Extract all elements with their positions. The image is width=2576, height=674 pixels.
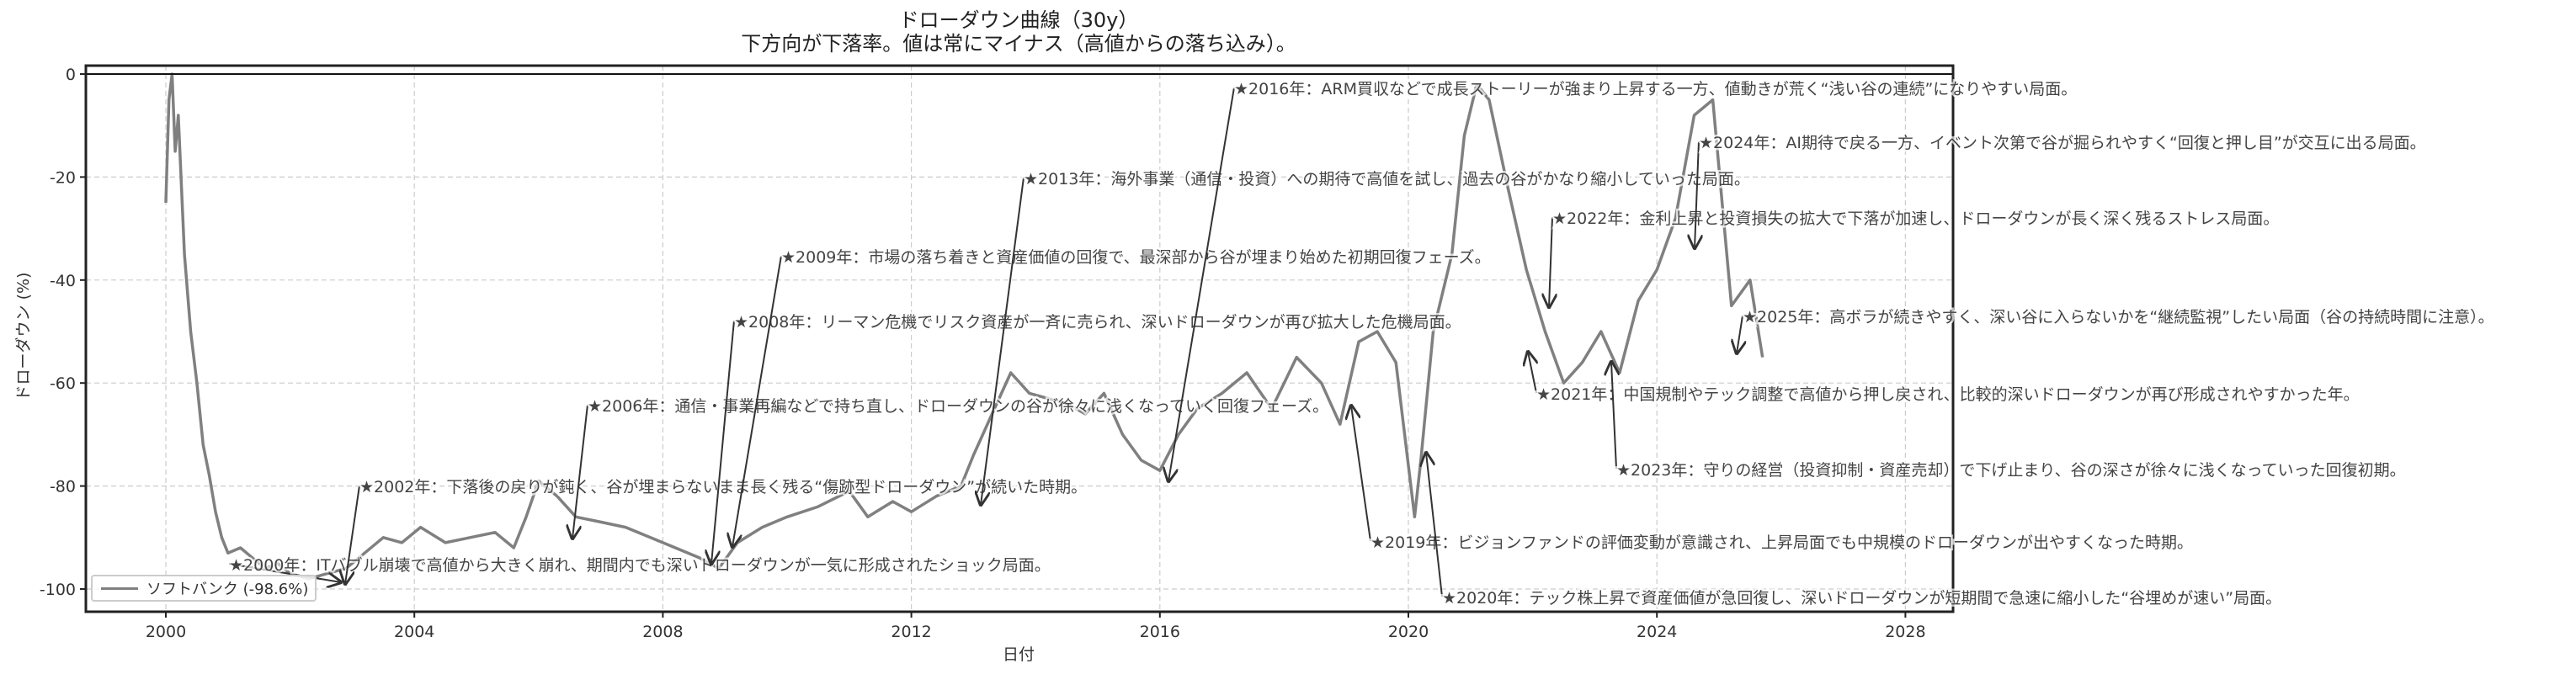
legend: ソフトバンク (-98.6%)	[91, 575, 317, 602]
x-tick-label: 2024	[1637, 623, 1677, 641]
annotation-2020: ★2020年：テック株上昇で資産価値が急回復し、深いドローダウンが短期間で急速に…	[1442, 589, 2281, 608]
y-tick-label: 0	[66, 66, 76, 84]
x-tick-label: 2008	[642, 623, 683, 641]
drawdown-series	[164, 72, 1764, 581]
annotations: ★2000年：ITバブル崩壊で高値から大きく崩れ、期間内でも深いドローダウンが一…	[227, 78, 2497, 610]
annotation-2023: ★2023年：守りの経営（投資抑制・資産売却）で下げ止まり、谷の深さが徐々に浅く…	[1616, 461, 2406, 480]
legend-line-swatch	[101, 586, 138, 590]
annotation-2013: ★2013年：海外事業（通信・投資）への期待で高値を試し、過去の谷がかなり縮小し…	[1024, 170, 1750, 188]
x-axis-label: 日付	[1003, 645, 1035, 664]
annotation-2024: ★2024年：AI期待で戻る一方、イベント次第で谷が掘られやすく“回復と押し目”…	[1699, 134, 2426, 152]
annotation-2008: ★2008年：リーマン危機でリスク資産が一斉に売られ、深いドローダウンが再び拡大…	[734, 313, 1461, 332]
annotation-2016: ★2016年：ARM買収などで成長ストーリーが強まり上昇する一方、値動きが荒く“…	[1234, 80, 2077, 98]
plot-frame	[84, 64, 1955, 613]
legend-label: ソフトバンク (-98.6%)	[146, 581, 309, 598]
y-tick-label: -80	[50, 478, 76, 496]
y-axis-ticks: 0 -20 -40 -60 -80 -100	[40, 66, 86, 599]
x-tick-label: 2016	[1140, 623, 1180, 641]
annotation-2009: ★2009年：市場の落ち着きと資産価値の回復で、最深部から谷が埋まり始めた初期回…	[781, 248, 1491, 267]
y-tick-label: -40	[50, 272, 76, 290]
x-tick-label: 2004	[394, 623, 434, 641]
annotation-2022: ★2022年：金利上昇と投資損失の拡大で下落が加速し、ドローダウンが長く深く残る…	[1552, 210, 2279, 228]
x-tick-label: 2000	[146, 623, 186, 641]
annotation-2025: ★2025年：高ボラが続きやすく、深い谷に入らないかを“継続監視”したい局面（谷…	[1743, 308, 2494, 326]
x-tick-label: 2028	[1885, 623, 1925, 641]
y-tick-label: -100	[40, 581, 76, 599]
y-tick-label: -20	[50, 168, 76, 187]
x-axis-ticks: 2000 2004 2008 2012 2016 2020 2024 2028	[146, 612, 1926, 641]
x-tick-label: 2012	[891, 623, 931, 641]
annotation-2002: ★2002年：下落後の戻りが鈍く、谷が埋まらないまま長く残る“傷跡型ドローダウン…	[359, 478, 1087, 496]
chart-title: ドローダウン曲線（30y）	[898, 8, 1139, 32]
x-tick-label: 2020	[1388, 623, 1429, 641]
y-tick-label: -60	[50, 374, 76, 393]
y-axis-label: ドローダウン (%)	[14, 273, 33, 401]
chart-subtitle: 下方向が下落率。値は常にマイナス（高値からの落ち込み）。	[741, 32, 1296, 56]
annotation-2021: ★2021年：中国規制やテック調整で高値から押し戻され、比較的深いドローダウンが…	[1536, 385, 2360, 404]
grid-lines	[86, 66, 1953, 612]
annotation-2006: ★2006年：通信・事業再編などで持ち直し、ドローダウンの谷が徐々に浅くなってい…	[588, 397, 1328, 416]
annotation-2000: ★2000年：ITバブル崩壊で高値から大きく崩れ、期間内でも深いドローダウンが一…	[229, 555, 1051, 575]
annotation-2019: ★2019年：ビジョンファンドの評価変動が意識され、上昇局面でも中規模のドローダ…	[1370, 533, 2193, 552]
